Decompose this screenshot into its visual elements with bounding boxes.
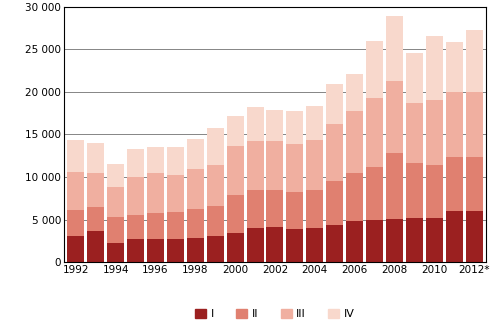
Bar — [346, 173, 363, 221]
Bar — [207, 236, 224, 262]
Bar — [446, 42, 463, 92]
Bar — [227, 195, 244, 234]
Bar — [147, 213, 164, 238]
Bar — [246, 190, 264, 228]
Bar — [465, 30, 483, 92]
Legend: I, II, III, IV: I, II, III, IV — [195, 309, 355, 319]
Bar — [187, 169, 204, 209]
Bar — [107, 243, 124, 262]
Bar — [306, 228, 323, 262]
Bar — [67, 140, 84, 172]
Bar — [267, 227, 283, 262]
Bar — [167, 239, 184, 262]
Bar — [267, 110, 283, 141]
Bar — [326, 225, 343, 262]
Bar — [67, 236, 84, 262]
Bar — [306, 140, 323, 190]
Bar — [406, 163, 423, 218]
Bar — [306, 190, 323, 228]
Bar — [406, 103, 423, 163]
Bar — [306, 106, 323, 140]
Bar — [87, 207, 104, 231]
Bar — [127, 239, 144, 262]
Bar — [465, 211, 483, 262]
Bar — [127, 177, 144, 215]
Bar — [386, 153, 403, 219]
Bar — [406, 53, 423, 103]
Bar — [267, 141, 283, 190]
Bar — [87, 173, 104, 207]
Bar — [246, 228, 264, 262]
Bar — [187, 238, 204, 262]
Bar — [67, 172, 84, 210]
Bar — [446, 92, 463, 157]
Bar — [147, 147, 164, 173]
Bar — [426, 218, 443, 262]
Bar — [326, 124, 343, 181]
Bar — [446, 157, 463, 211]
Bar — [426, 165, 443, 218]
Bar — [87, 143, 104, 173]
Bar — [326, 84, 343, 124]
Bar — [366, 167, 383, 220]
Bar — [386, 81, 403, 153]
Bar — [167, 174, 184, 212]
Bar — [346, 74, 363, 112]
Bar — [366, 220, 383, 262]
Bar — [107, 217, 124, 243]
Bar — [286, 111, 303, 144]
Bar — [67, 210, 84, 236]
Bar — [267, 190, 283, 227]
Bar — [107, 164, 124, 187]
Bar — [227, 234, 244, 262]
Bar — [147, 238, 164, 262]
Bar — [207, 206, 224, 236]
Bar — [167, 147, 184, 174]
Bar — [127, 149, 144, 177]
Bar — [246, 141, 264, 190]
Bar — [207, 128, 224, 165]
Bar — [346, 221, 363, 262]
Bar — [187, 209, 204, 238]
Bar — [386, 16, 403, 81]
Bar — [326, 181, 343, 225]
Bar — [127, 215, 144, 239]
Bar — [465, 157, 483, 211]
Bar — [446, 211, 463, 262]
Bar — [346, 112, 363, 173]
Bar — [426, 100, 443, 165]
Bar — [147, 173, 164, 213]
Bar — [107, 187, 124, 217]
Bar — [366, 98, 383, 167]
Bar — [227, 146, 244, 195]
Bar — [286, 144, 303, 192]
Bar — [286, 192, 303, 229]
Bar — [246, 107, 264, 141]
Bar — [87, 231, 104, 262]
Bar — [207, 165, 224, 206]
Bar — [187, 139, 204, 169]
Bar — [286, 229, 303, 262]
Bar — [426, 36, 443, 100]
Bar — [406, 218, 423, 262]
Bar — [465, 92, 483, 157]
Bar — [227, 116, 244, 146]
Bar — [386, 219, 403, 262]
Bar — [366, 41, 383, 98]
Bar — [167, 212, 184, 239]
